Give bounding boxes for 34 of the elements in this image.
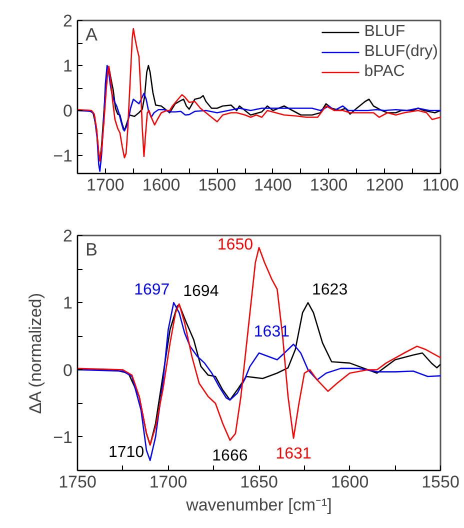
legend-label: BLUF(dry) <box>364 43 438 61</box>
legend-label: bPAC <box>364 63 405 81</box>
annotation: 1631 <box>276 445 312 462</box>
x-tick-label: 1200 <box>366 176 404 194</box>
x-tick-label: 1650 <box>240 472 278 492</box>
legend-label: BLUF <box>364 23 406 41</box>
y-tick-label: −1 <box>53 146 73 166</box>
annotation: 1710 <box>108 444 144 461</box>
y-axis-title: ΔA (normalized) <box>26 292 46 414</box>
y-tick-label: 2 <box>63 226 73 246</box>
annotation: 1650 <box>217 236 254 254</box>
x-tick-label: 1600 <box>330 472 369 492</box>
y-tick-label: 1 <box>63 56 73 76</box>
annotation: B <box>86 240 98 260</box>
y-tick-label: 2 <box>63 12 73 30</box>
x-tick-label: 1700 <box>149 472 188 492</box>
y-tick-label: 0 <box>63 102 73 120</box>
x-tick-label: 1550 <box>422 472 460 492</box>
annotation: A <box>86 24 98 44</box>
x-tick-label: 1500 <box>198 176 236 194</box>
annotation: 1666 <box>212 447 248 464</box>
annotation: 1697 <box>134 282 170 299</box>
y-tick-label: 1 <box>63 294 73 313</box>
x-tick-label: 1300 <box>310 176 348 194</box>
x-tick-label: 1700 <box>86 176 124 194</box>
x-tick-label: 1400 <box>254 176 292 194</box>
annotation: 1694 <box>183 282 219 300</box>
annotation: 1623 <box>312 282 348 299</box>
x-tick-label: 1750 <box>58 472 96 492</box>
y-tick-label: 0 <box>63 360 73 380</box>
x-tick-label: 1100 <box>422 176 459 194</box>
y-tick-label: −1 <box>53 428 73 447</box>
x-tick-label: 1600 <box>142 176 180 194</box>
x-axis-title: wavenumber [cm⁻¹] <box>185 496 332 514</box>
